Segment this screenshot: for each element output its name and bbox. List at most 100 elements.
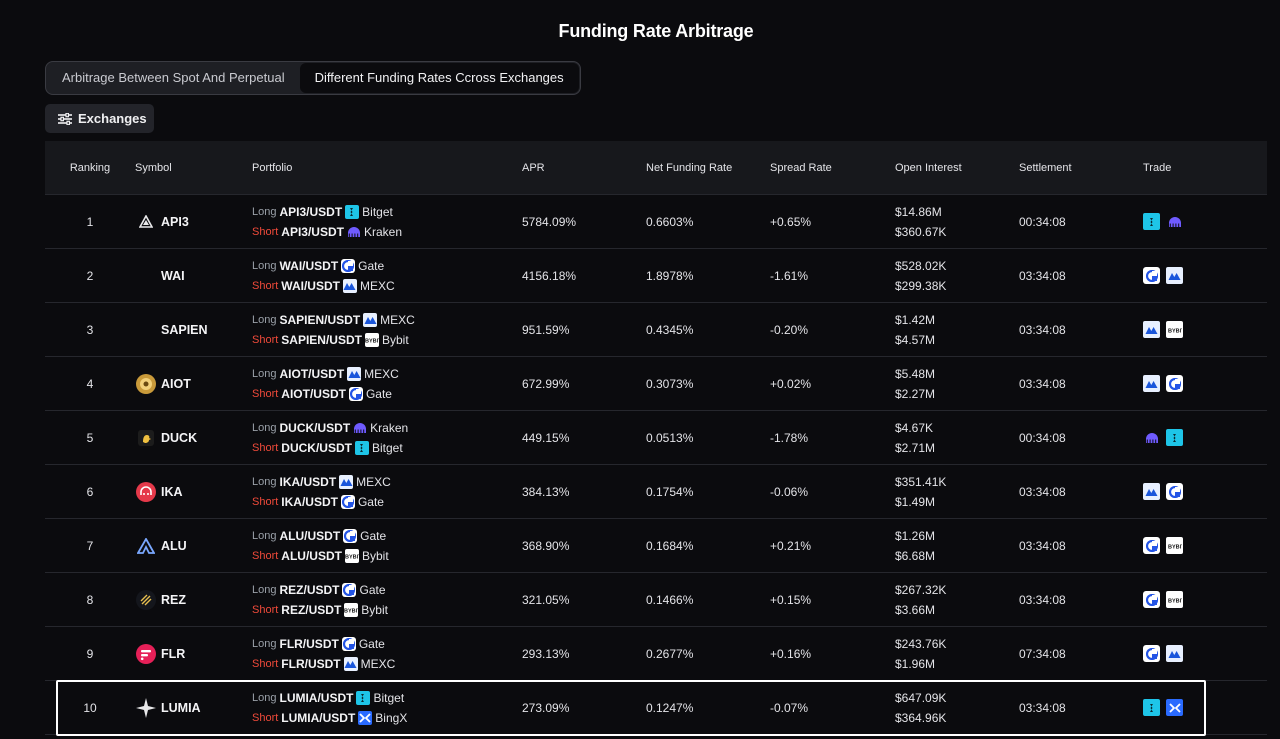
trade-gate-icon[interactable] xyxy=(1143,537,1160,554)
trade-gate-icon[interactable] xyxy=(1166,483,1183,500)
long-exchange: MEXC xyxy=(364,366,399,381)
long-pair: API3/USDT xyxy=(279,204,343,219)
page-title: Funding Rate Arbitrage xyxy=(558,21,754,41)
short-label: Short xyxy=(252,333,279,346)
open-interest-short: $3.66M xyxy=(895,602,936,617)
aiot-icon xyxy=(135,373,157,395)
bitget-icon xyxy=(354,440,369,455)
trade-cell xyxy=(1143,645,1267,662)
short-exchange: Kraken xyxy=(363,224,403,239)
trade-cell xyxy=(1143,483,1267,500)
short-exchange: Bybit xyxy=(361,548,389,563)
trade-gate-icon[interactable] xyxy=(1143,591,1160,608)
symbol-cell[interactable]: REZ xyxy=(135,589,252,611)
svg-text:BYBIT: BYBIT xyxy=(1168,598,1182,604)
kraken-icon xyxy=(347,225,361,239)
table-row[interactable]: 6 IKA Long IKA/USDT MEXC Short IKA/USDT … xyxy=(45,465,1267,519)
trade-bybit-icon[interactable]: BYBIT xyxy=(1166,321,1183,338)
table-row[interactable]: 3 SAPIEN Long SAPIEN/USDT MEXC Short SAP… xyxy=(45,303,1267,357)
net-funding-rate-cell: 0.6603% xyxy=(646,214,694,229)
long-leg: Long WAI/USDT Gate xyxy=(252,256,522,276)
symbol-cell[interactable]: WAI xyxy=(135,265,252,287)
rank-cell: 4 xyxy=(86,376,94,391)
symbol-cell[interactable]: SAPIEN xyxy=(135,319,252,341)
open-interest-long: $5.48M xyxy=(895,366,936,381)
tab-spot-perpetual[interactable]: Arbitrage Between Spot And Perpetual xyxy=(62,70,285,85)
flr-icon xyxy=(135,643,157,665)
trade-mexc-icon[interactable] xyxy=(1166,267,1183,284)
table-row[interactable]: 4 AIOT Long AIOT/USDT MEXC Short AIOT/US… xyxy=(45,357,1267,411)
spread-rate-cell: +0.16% xyxy=(770,646,812,661)
spread-rate-cell: -0.07% xyxy=(770,700,809,715)
open-interest-long: $1.26M xyxy=(895,528,936,543)
symbol-cell[interactable]: AIOT xyxy=(135,373,252,395)
trade-kraken-icon[interactable] xyxy=(1143,429,1160,446)
symbol-cell[interactable]: IKA xyxy=(135,481,252,503)
trade-gate-icon[interactable] xyxy=(1166,375,1183,392)
symbol-name: DUCK xyxy=(161,430,198,445)
symbol-cell[interactable]: LUMIA xyxy=(135,697,252,719)
net-funding-rate-cell: 0.2677% xyxy=(646,646,694,661)
settlement-cell: 07:34:08 xyxy=(1019,646,1066,661)
short-leg: Short LUMIA/USDT BingX xyxy=(252,708,522,728)
table-row[interactable]: 8 REZ Long REZ/USDT Gate Short REZ/USDT … xyxy=(45,573,1267,627)
trade-bingx-icon[interactable] xyxy=(1166,699,1183,716)
symbol-name: WAI xyxy=(161,268,185,283)
settlement-cell: 03:34:08 xyxy=(1019,322,1066,337)
apr-cell: 321.05% xyxy=(522,592,570,607)
symbol-name: LUMIA xyxy=(161,700,201,715)
bitget-icon xyxy=(345,204,360,219)
short-exchange: Gate xyxy=(365,386,392,401)
gate-icon xyxy=(348,386,363,401)
alu-icon xyxy=(135,535,157,557)
header-ranking: Ranking xyxy=(69,161,111,174)
long-leg: Long LUMIA/USDT Bitget xyxy=(252,688,522,708)
trade-gate-icon[interactable] xyxy=(1143,267,1160,284)
open-interest-short: $2.71M xyxy=(895,440,936,455)
long-leg: Long REZ/USDT Gate xyxy=(252,580,522,600)
long-label: Long xyxy=(252,259,277,272)
open-interest-short: $299.38K xyxy=(895,278,947,293)
exchanges-filter-button[interactable]: Exchanges xyxy=(45,104,154,133)
long-pair: IKA/USDT xyxy=(279,474,337,489)
long-label: Long xyxy=(252,475,277,488)
settlement-cell: 03:34:08 xyxy=(1019,268,1066,283)
short-exchange: BingX xyxy=(375,710,408,725)
trade-bybit-icon[interactable]: BYBIT xyxy=(1166,591,1183,608)
tab-cross-exchange[interactable]: Different Funding Rates Ccross Exchanges xyxy=(299,63,579,93)
trade-bitget-icon[interactable] xyxy=(1143,213,1160,230)
spread-rate-cell: +0.65% xyxy=(770,214,812,229)
long-leg: Long IKA/USDT MEXC xyxy=(252,472,522,492)
trade-mexc-icon[interactable] xyxy=(1143,483,1160,500)
open-interest-long: $243.76K xyxy=(895,636,947,651)
trade-bitget-icon[interactable] xyxy=(1166,429,1183,446)
short-pair: DUCK/USDT xyxy=(281,440,352,455)
table-row[interactable]: 2 WAI Long WAI/USDT Gate Short WAI/USDT … xyxy=(45,249,1267,303)
mexc-icon xyxy=(343,656,358,671)
open-interest-short: $6.68M xyxy=(895,548,936,563)
table-row[interactable]: 1 API3 Long API3/USDT Bitget Short API3/… xyxy=(45,195,1267,249)
trade-mexc-icon[interactable] xyxy=(1166,645,1183,662)
trade-gate-icon[interactable] xyxy=(1143,645,1160,662)
symbol-cell[interactable]: DUCK xyxy=(135,427,252,449)
symbol-name: REZ xyxy=(161,592,186,607)
long-leg: Long AIOT/USDT MEXC xyxy=(252,364,522,384)
symbol-cell[interactable]: API3 xyxy=(135,211,252,233)
trade-bybit-icon[interactable]: BYBIT xyxy=(1166,537,1183,554)
gate-icon xyxy=(341,258,356,273)
symbol-cell[interactable]: FLR xyxy=(135,643,252,665)
gate-icon xyxy=(342,582,357,597)
long-pair: FLR/USDT xyxy=(279,636,339,651)
table-row[interactable]: 7 ALU Long ALU/USDT Gate Short ALU/USDT … xyxy=(45,519,1267,573)
table-row[interactable]: 9 FLR Long FLR/USDT Gate Short FLR/USDT … xyxy=(45,627,1267,681)
short-pair: FLR/USDT xyxy=(281,656,341,671)
table-row[interactable]: 5 DUCK Long DUCK/USDT Kraken Short DUCK/… xyxy=(45,411,1267,465)
net-funding-rate-cell: 0.3073% xyxy=(646,376,694,391)
trade-bitget-icon[interactable] xyxy=(1143,699,1160,716)
trade-mexc-icon[interactable] xyxy=(1143,375,1160,392)
table-row[interactable]: 10 LUMIA Long LUMIA/USDT Bitget Short LU… xyxy=(45,681,1267,735)
trade-kraken-icon[interactable] xyxy=(1166,213,1183,230)
trade-mexc-icon[interactable] xyxy=(1143,321,1160,338)
symbol-icon-placeholder xyxy=(135,265,157,287)
symbol-cell[interactable]: ALU xyxy=(135,535,252,557)
